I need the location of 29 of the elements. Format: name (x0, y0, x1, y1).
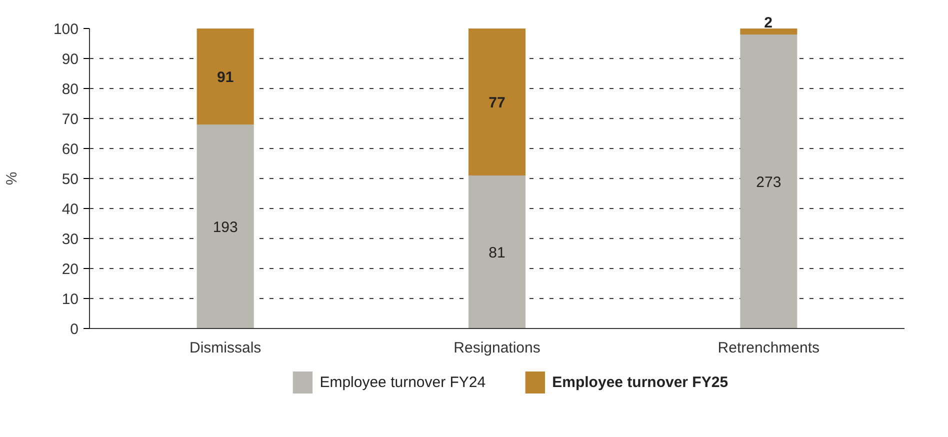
bar (196, 124, 254, 328)
annotation: 77 (488, 94, 506, 112)
annotation: 81 (488, 244, 506, 262)
bar (468, 176, 526, 328)
y-tick-label: 30 (62, 231, 79, 248)
y-axis-title: % (3, 172, 20, 186)
x-tick-label: Dismissals (190, 340, 262, 356)
x-tick-label: Resignations (454, 340, 540, 356)
y-tick-label: 10 (62, 291, 79, 308)
y-tick-label: 20 (62, 261, 79, 278)
annotation: 91 (216, 69, 234, 86)
annotation: 273 (756, 174, 782, 191)
y-tick-label: 60 (62, 141, 79, 158)
bar (468, 28, 526, 176)
bar (196, 28, 254, 124)
annotation: 193 (212, 219, 238, 236)
x-tick-label: Retrenchments (718, 340, 820, 356)
y-tick-label: 80 (62, 81, 79, 98)
y-tick-label: 100 (53, 21, 79, 38)
annotation: 2 (764, 14, 773, 32)
legend-label: Employee turnover FY25 (552, 374, 728, 391)
y-tick-label: 50 (62, 171, 79, 188)
y-tick-label: 90 (62, 51, 79, 68)
y-tick-label: 0 (70, 321, 78, 338)
legend-label: Employee turnover FY24 (320, 374, 486, 391)
y-tick-label: 70 (62, 111, 79, 128)
bar (740, 34, 798, 328)
y-tick-label: 40 (62, 201, 79, 218)
bar (740, 28, 798, 34)
